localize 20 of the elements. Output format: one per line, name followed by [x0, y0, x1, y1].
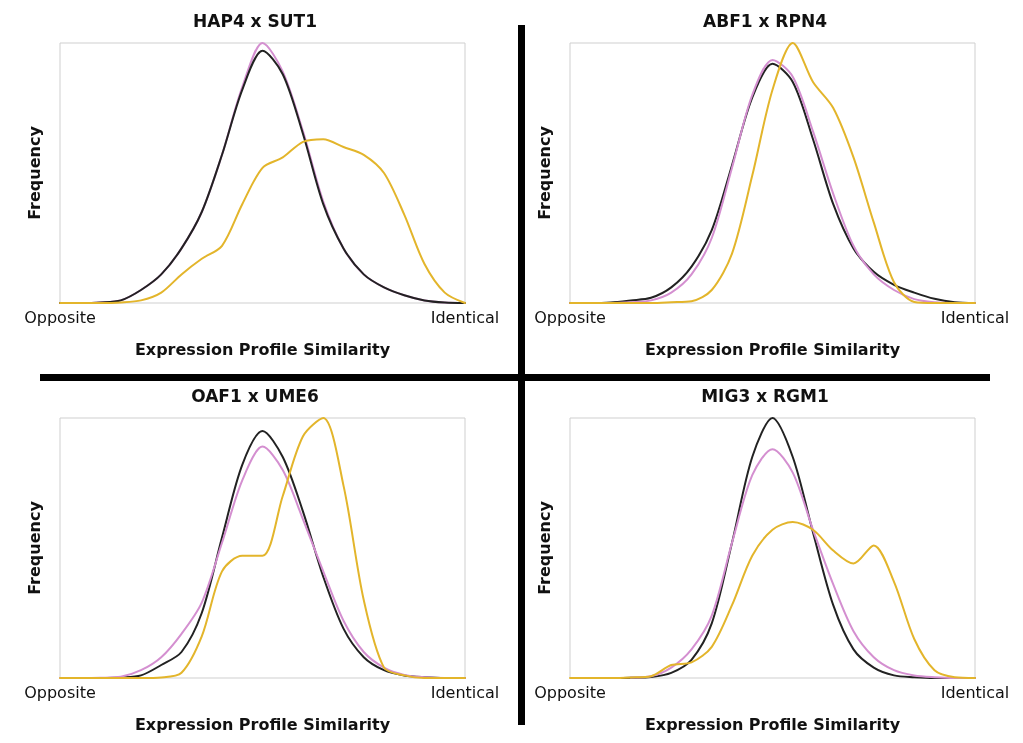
- y-axis-title: Frequency: [534, 500, 554, 595]
- x-axis-title: Expression Profile Similarity: [644, 714, 901, 734]
- chart-title: ABF1 x RPN4: [703, 10, 828, 31]
- y-axis-title: Frequency: [24, 500, 44, 595]
- x-axis-title: Expression Profile Similarity: [644, 339, 901, 359]
- x-tick-label: Identical: [430, 307, 500, 327]
- x-tick-label: Opposite: [24, 682, 96, 702]
- x-axis-title: Expression Profile Similarity: [134, 714, 391, 734]
- y-axis-title: Frequency: [534, 125, 554, 220]
- x-tick-label: Identical: [940, 682, 1010, 702]
- x-tick-label: Opposite: [24, 307, 96, 327]
- chart-title: HAP4 x SUT1: [193, 10, 317, 31]
- x-tick-label: Opposite: [534, 682, 606, 702]
- x-tick-label: Identical: [430, 682, 500, 702]
- y-axis-title: Frequency: [24, 125, 44, 220]
- x-tick-label: Opposite: [534, 307, 606, 327]
- x-tick-label: Identical: [940, 307, 1010, 327]
- chart-title: MIG3 x RGM1: [701, 385, 829, 406]
- x-axis-title: Expression Profile Similarity: [134, 339, 391, 359]
- chart-title: OAF1 x UME6: [191, 385, 319, 406]
